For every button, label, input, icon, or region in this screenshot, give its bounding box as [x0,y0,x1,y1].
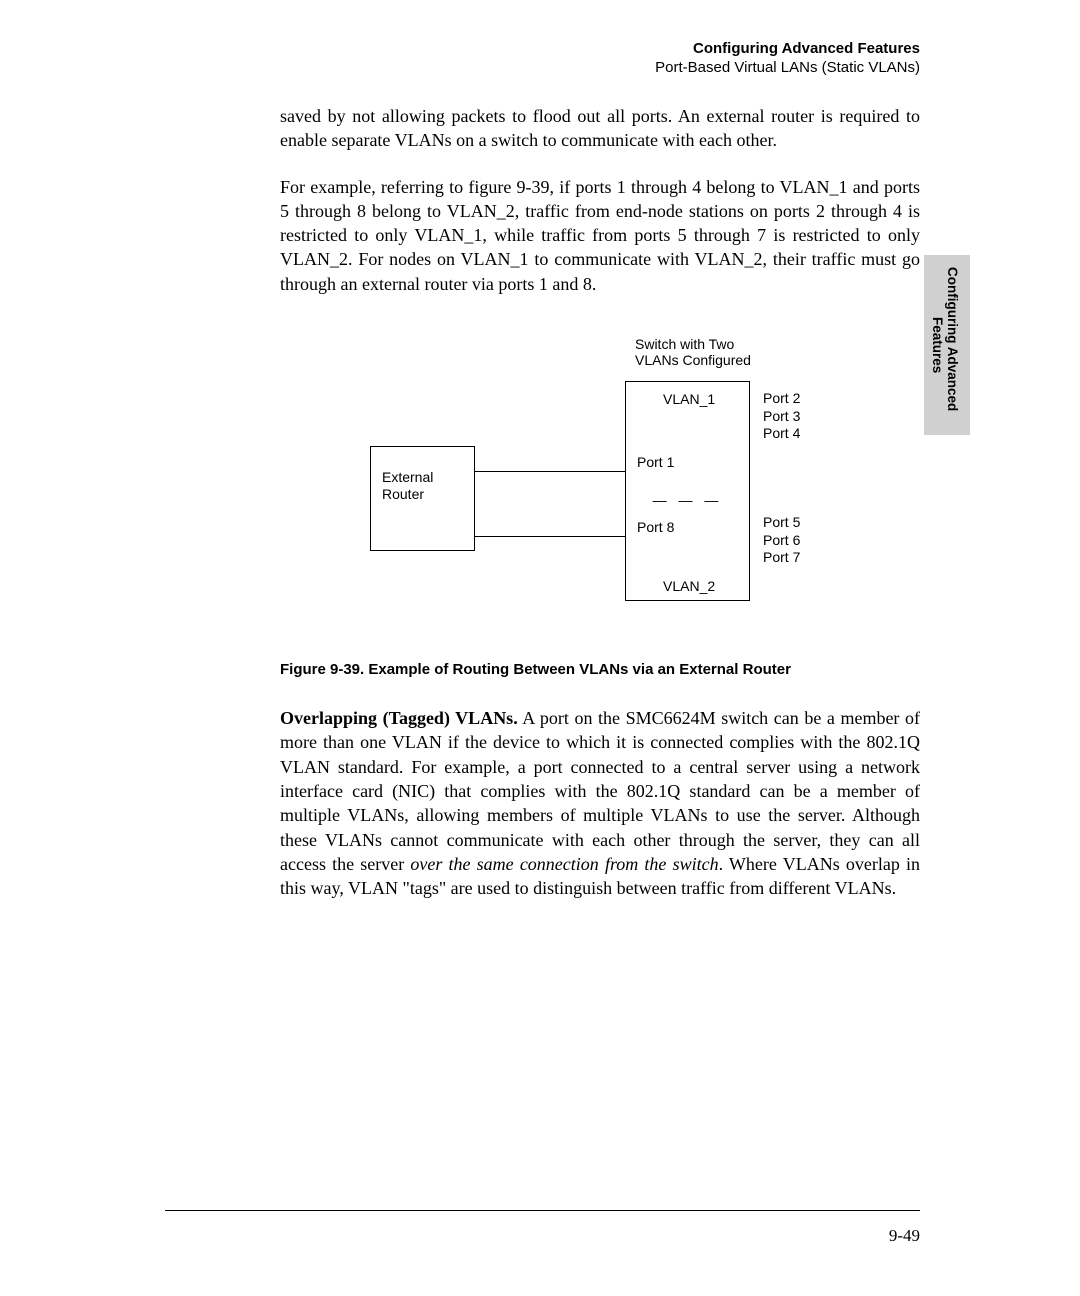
vlan1-label: VLAN_1 [663,391,715,407]
vlan2-label: VLAN_2 [663,578,715,594]
vlan-divider: — — — [630,492,745,508]
router-label-line2: Router [382,486,424,502]
port5-label: Port 5 [763,514,800,530]
router-label-line1: External [382,469,433,485]
switch-label-line2: VLANs Configured [635,352,751,368]
connection-line-2 [475,536,625,537]
port8-label: Port 8 [637,519,674,535]
page-number: 9-49 [889,1226,920,1246]
paragraph-2: For example, referring to figure 9-39, i… [280,175,920,296]
ports-right-bottom: Port 5 Port 6 Port 7 [763,514,800,567]
vlan-box [625,381,750,601]
switch-label-line1: Switch with Two [635,336,734,352]
paragraph-1: saved by not allowing packets to flood o… [280,104,920,153]
page-header: Configuring Advanced Features Port-Based… [280,40,920,76]
port4-label: Port 4 [763,425,800,441]
p3-body-part1: A port on the SMC6624M switch can be a m… [280,708,920,874]
figure-caption: Figure 9-39. Example of Routing Between … [280,661,920,678]
page-container: Configuring Advanced Features Port-Based… [0,0,1080,1296]
header-subtitle: Port-Based Virtual LANs (Static VLANs) [280,59,920,76]
switch-label: Switch with Two VLANs Configured [635,336,751,368]
p3-italic: over the same connection from the switch [410,854,718,874]
port2-label: Port 2 [763,390,800,406]
footer-rule [165,1210,920,1211]
p3-heading: Overlapping (Tagged) VLANs. [280,708,518,728]
paragraph-3: Overlapping (Tagged) VLANs. A port on th… [280,706,920,900]
connection-line-1 [475,471,625,472]
port1-label: Port 1 [637,454,674,470]
router-label: External Router [382,469,433,503]
port6-label: Port 6 [763,532,800,548]
port3-label: Port 3 [763,408,800,424]
port7-label: Port 7 [763,549,800,565]
vlan-diagram: Switch with Two VLANs Configured Externa… [365,336,835,616]
ports-right-top: Port 2 Port 3 Port 4 [763,390,800,443]
header-title: Configuring Advanced Features [280,40,920,57]
diagram-container: Switch with Two VLANs Configured Externa… [280,336,920,616]
